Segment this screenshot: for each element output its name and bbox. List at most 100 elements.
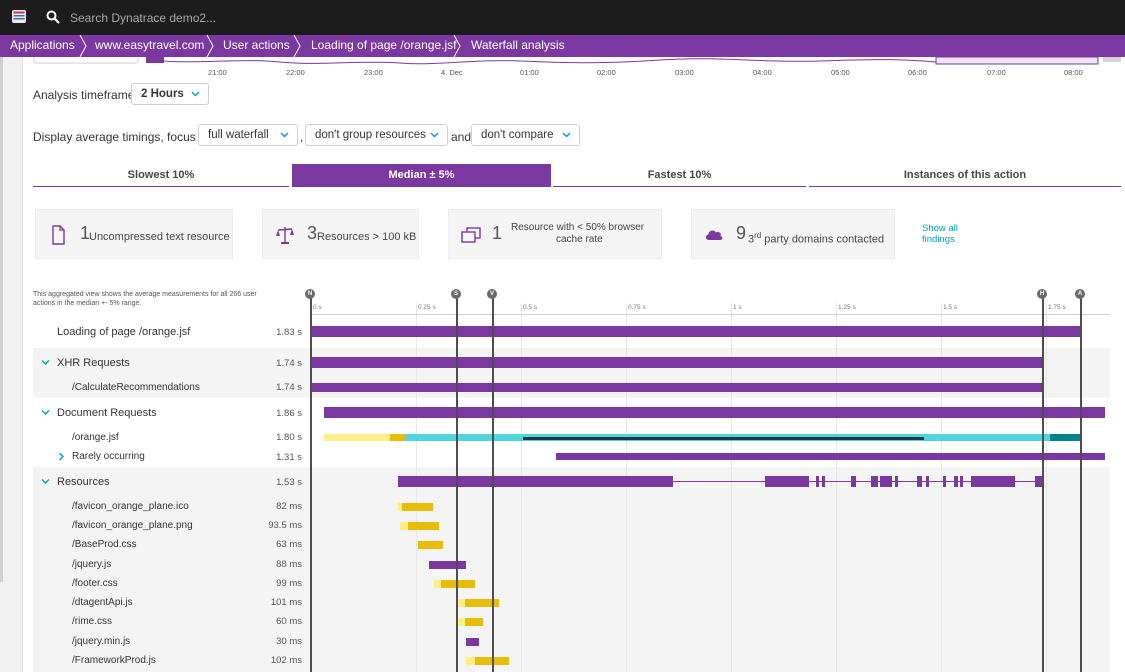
timeline-label: 4. Dec [441, 68, 463, 77]
chevron-down-icon[interactable] [41, 358, 50, 367]
tab-instances[interactable]: Instances of this action [809, 164, 1121, 187]
waterfall-bar[interactable] [556, 453, 1105, 460]
breadcrumb-application[interactable]: www.easytravel.com [95, 38, 205, 52]
waterfall-bar-segment[interactable] [402, 503, 433, 511]
show-all-line2: findings [922, 234, 955, 245]
waterfall-bar[interactable] [311, 357, 1042, 368]
waterfall-bar[interactable] [324, 407, 1105, 418]
marker-s[interactable]: S [451, 289, 461, 299]
finding-card-uncompressed[interactable]: 1 Uncompressed text resource [35, 209, 233, 259]
waterfall-bar[interactable] [943, 476, 946, 487]
waterfall-bar-segment[interactable] [523, 437, 924, 440]
chevron-right-icon[interactable] [57, 452, 66, 461]
waterfall-bar-segment[interactable] [465, 618, 483, 626]
comma-separator: , [300, 130, 304, 144]
row-name: /jquery.min.js [72, 636, 131, 647]
waterfall-bar-segment[interactable] [457, 599, 465, 607]
third-party-sup: rd [754, 231, 762, 240]
waterfall-bar[interactable] [1035, 476, 1043, 487]
row-name[interactable]: XHR Requests [57, 357, 130, 369]
waterfall-bar-segment[interactable] [434, 580, 441, 588]
marker-n[interactable]: N [305, 289, 315, 299]
waterfall-bar-segment[interactable] [400, 522, 408, 530]
search-input[interactable] [70, 9, 470, 27]
finding-card-third-party[interactable]: 9 3rd party domains contacted [691, 209, 895, 259]
gridline [311, 303, 312, 672]
marker-a[interactable]: A [1075, 289, 1085, 299]
waterfall-bar-segment[interactable] [441, 580, 475, 588]
tab-median[interactable]: Median ± 5% [292, 164, 551, 187]
waterfall-bar[interactable] [917, 476, 922, 487]
waterfall-bar[interactable] [895, 476, 898, 487]
row-name[interactable]: Resources [57, 476, 110, 488]
timeframe-select[interactable]: 2 Hours [131, 83, 209, 105]
waterfall-bar[interactable] [971, 476, 1015, 487]
waterfall-bar[interactable] [954, 476, 958, 487]
waterfall-bar-segment[interactable] [466, 657, 475, 665]
waterfall-bar-segment[interactable] [418, 541, 443, 549]
gridline [416, 303, 417, 672]
row-name: /BaseProd.css [72, 539, 137, 550]
waterfall-bar[interactable] [466, 638, 479, 646]
row-name: /orange.jsf [72, 432, 119, 443]
waterfall-bar-segment[interactable] [1050, 434, 1081, 441]
cache-windows-icon [461, 227, 481, 243]
tab-fastest[interactable]: Fastest 10% [553, 164, 806, 187]
row-value: 1.83 s [276, 327, 302, 338]
search-icon[interactable] [46, 10, 60, 24]
row-name: /dtagentApi.js [72, 597, 133, 608]
waterfall-bar[interactable] [311, 383, 1042, 392]
row-name[interactable]: Document Requests [57, 407, 157, 419]
waterfall-bar[interactable] [880, 476, 892, 487]
timeline-graph [33, 57, 1121, 65]
waterfall-bar-segment[interactable] [398, 503, 402, 511]
waterfall-bar-segment[interactable] [465, 599, 499, 607]
waterfall-bar[interactable] [960, 476, 963, 487]
waterfall-bar-segment[interactable] [458, 618, 465, 626]
finding-count: 1 [492, 223, 503, 243]
marker-v[interactable]: V [487, 289, 497, 299]
focus-select[interactable]: full waterfall [198, 124, 298, 146]
group-select[interactable]: don't group resources [305, 124, 448, 146]
row-value: 1.74 s [276, 382, 302, 393]
tab-slowest[interactable]: Slowest 10% [33, 164, 289, 187]
waterfall-bar[interactable] [429, 561, 466, 569]
waterfall-bar[interactable] [311, 326, 1081, 337]
finding-card-large-resources[interactable]: 3 Resources > 100 kB [262, 209, 419, 259]
chevron-down-icon[interactable] [41, 477, 50, 486]
timeline-chart[interactable]: 21:00 22:00 23:00 4. Dec 01:00 02:00 03:… [0, 57, 1125, 80]
gridline [521, 303, 522, 672]
row-value: 82 ms [276, 501, 302, 512]
waterfall-bar[interactable] [822, 476, 825, 487]
breadcrumb-user-actions[interactable]: User actions [223, 38, 290, 52]
waterfall-bar-segment[interactable] [408, 522, 439, 530]
breadcrumb-applications[interactable]: Applications [10, 38, 75, 52]
marker-h[interactable]: H [1037, 289, 1047, 299]
breadcrumb-user-action[interactable]: Loading of page /orange.jsf [311, 38, 457, 52]
breadcrumb-waterfall-analysis[interactable]: Waterfall analysis [471, 38, 565, 52]
waterfall-bar-segment[interactable] [390, 434, 405, 441]
waterfall-bar[interactable] [926, 476, 929, 487]
compare-select[interactable]: don't compare [471, 124, 580, 146]
breadcrumb-separator [293, 35, 301, 57]
display-timings-label: Display average timings, focus on [33, 130, 213, 144]
finding-card-cache-rate[interactable]: 1 Resource with < 50% browser cache rate [448, 209, 662, 259]
waterfall-bar-segment[interactable] [324, 434, 390, 441]
row-name: Loading of page /orange.jsf [57, 326, 191, 338]
finding-count: 3 [307, 223, 318, 243]
waterfall-bar[interactable] [765, 476, 809, 487]
row-name: /FrameworkProd.js [72, 655, 156, 666]
compare-value: don't compare [481, 129, 554, 141]
waterfall-bar[interactable] [816, 476, 819, 487]
scale-label: 0.25 s [418, 304, 436, 311]
waterfall-bar[interactable] [851, 476, 856, 487]
timeline-label: 04:00 [753, 68, 772, 77]
row-name[interactable]: Rarely occurring [72, 451, 145, 462]
show-all-findings-link[interactable]: Show all findings [922, 223, 958, 245]
waterfall-bar[interactable] [871, 476, 878, 487]
left-scrollbar[interactable] [0, 57, 3, 582]
marker-line-h [1042, 298, 1044, 672]
chevron-down-icon[interactable] [41, 408, 50, 417]
waterfall-bar[interactable] [398, 476, 673, 487]
dynatrace-logo-icon[interactable] [12, 10, 26, 23]
